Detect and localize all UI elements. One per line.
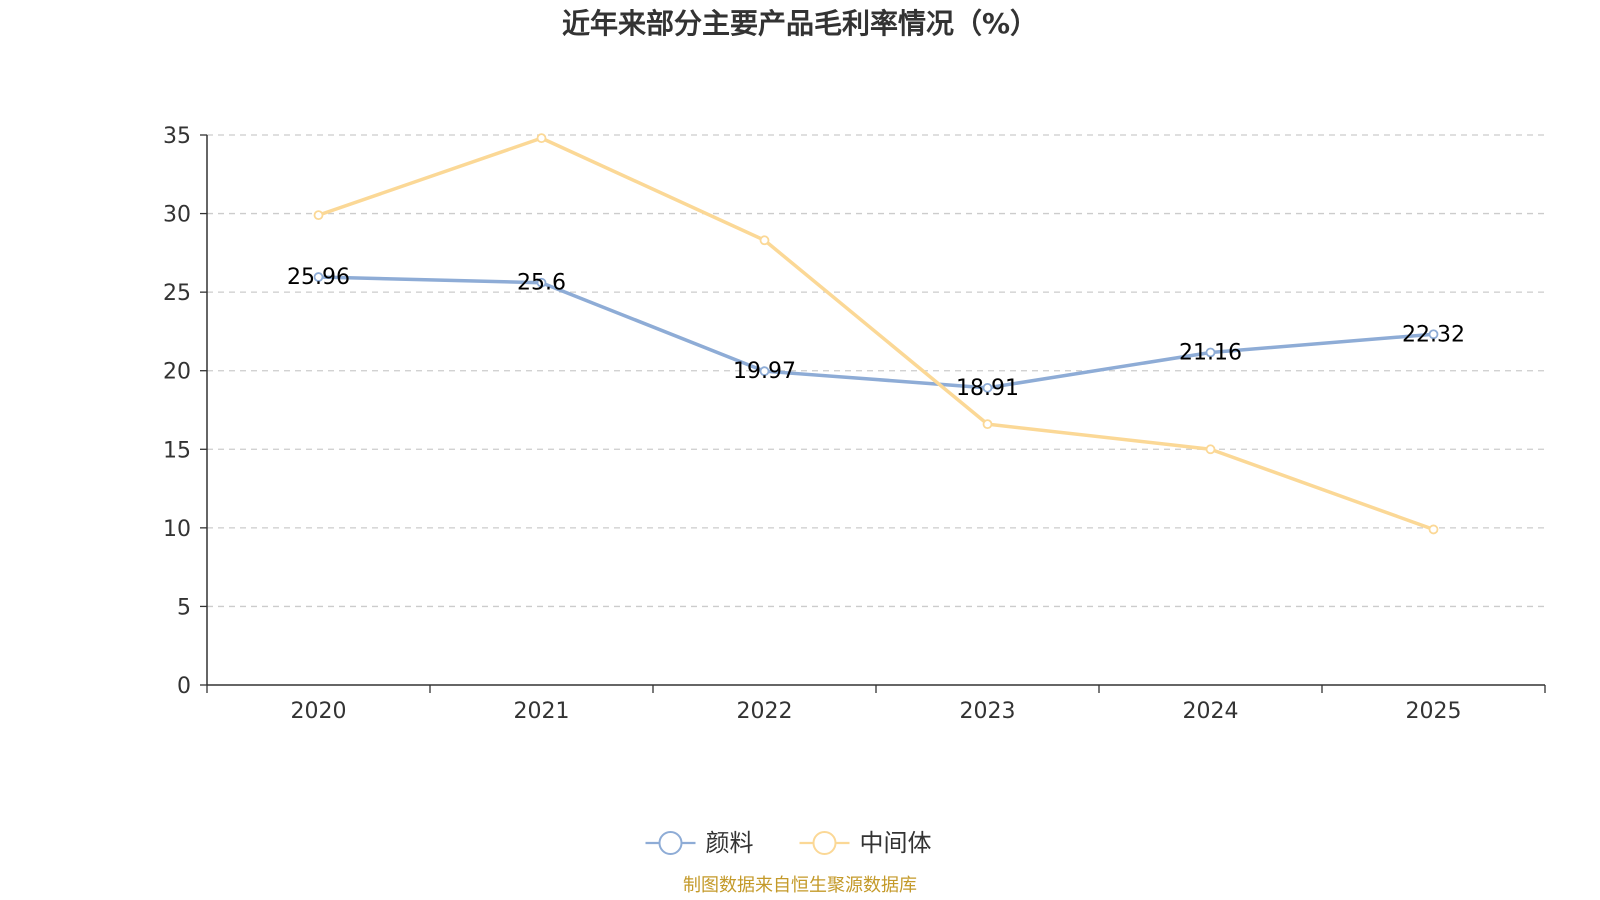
- data-point[interactable]: [1428, 329, 1439, 340]
- source-note: 制图数据来自恒生聚源数据库: [683, 875, 917, 896]
- y-tick-label: 15: [163, 438, 191, 463]
- y-tick-label: 25: [163, 281, 191, 306]
- data-point[interactable]: [1428, 524, 1439, 535]
- series-line-2: [316, 136, 1436, 532]
- data-label: 22.32: [1402, 322, 1465, 347]
- x-tick-label: 2022: [737, 699, 793, 724]
- data-point[interactable]: [982, 382, 993, 393]
- legend[interactable]: 颜料 中间体: [645, 829, 932, 857]
- series-layer: [313, 133, 1439, 535]
- legend-item-1[interactable]: 颜料: [645, 829, 754, 857]
- y-tick-label: 5: [177, 595, 191, 620]
- data-labels: 25.96 25.6 19.97 18.91 21.16 22.32: [287, 265, 1465, 401]
- x-tick-label: 2025: [1406, 699, 1462, 724]
- y-tick-label: 10: [163, 517, 191, 542]
- data-point[interactable]: [313, 210, 324, 221]
- y-tick-label: 35: [163, 124, 191, 149]
- chart-title: 近年来部分主要产品毛利率情况（%）: [562, 7, 1038, 40]
- grid: [207, 134, 1545, 608]
- x-tick-label: 2021: [514, 699, 570, 724]
- x-tick-label: 2023: [960, 699, 1016, 724]
- legend-item-2[interactable]: 中间体: [799, 829, 932, 857]
- data-point[interactable]: [1205, 347, 1216, 358]
- data-point[interactable]: [313, 272, 324, 282]
- legend-marker-icon: [658, 831, 683, 855]
- data-point[interactable]: [536, 133, 547, 144]
- data-label: 21.16: [1179, 340, 1242, 365]
- y-tick-label: 0: [177, 674, 191, 699]
- y-tick-label: 20: [163, 360, 191, 385]
- legend-label: 中间体: [860, 829, 932, 857]
- data-label: 25.96: [287, 265, 350, 290]
- legend-marker-icon: [812, 831, 837, 855]
- x-tick-label: 2020: [291, 699, 347, 724]
- data-point[interactable]: [536, 277, 547, 288]
- x-tick-label: 2024: [1183, 699, 1239, 724]
- data-label: 18.91: [956, 376, 1019, 401]
- data-point[interactable]: [982, 419, 993, 430]
- data-label: 19.97: [733, 359, 796, 384]
- series-line-1: [316, 275, 1436, 390]
- data-point[interactable]: [759, 235, 770, 246]
- y-tick-label: 30: [163, 203, 191, 228]
- data-label: 25.6: [517, 271, 566, 296]
- data-point[interactable]: [759, 366, 770, 377]
- data-point[interactable]: [1205, 444, 1216, 455]
- legend-label: 颜料: [706, 829, 754, 857]
